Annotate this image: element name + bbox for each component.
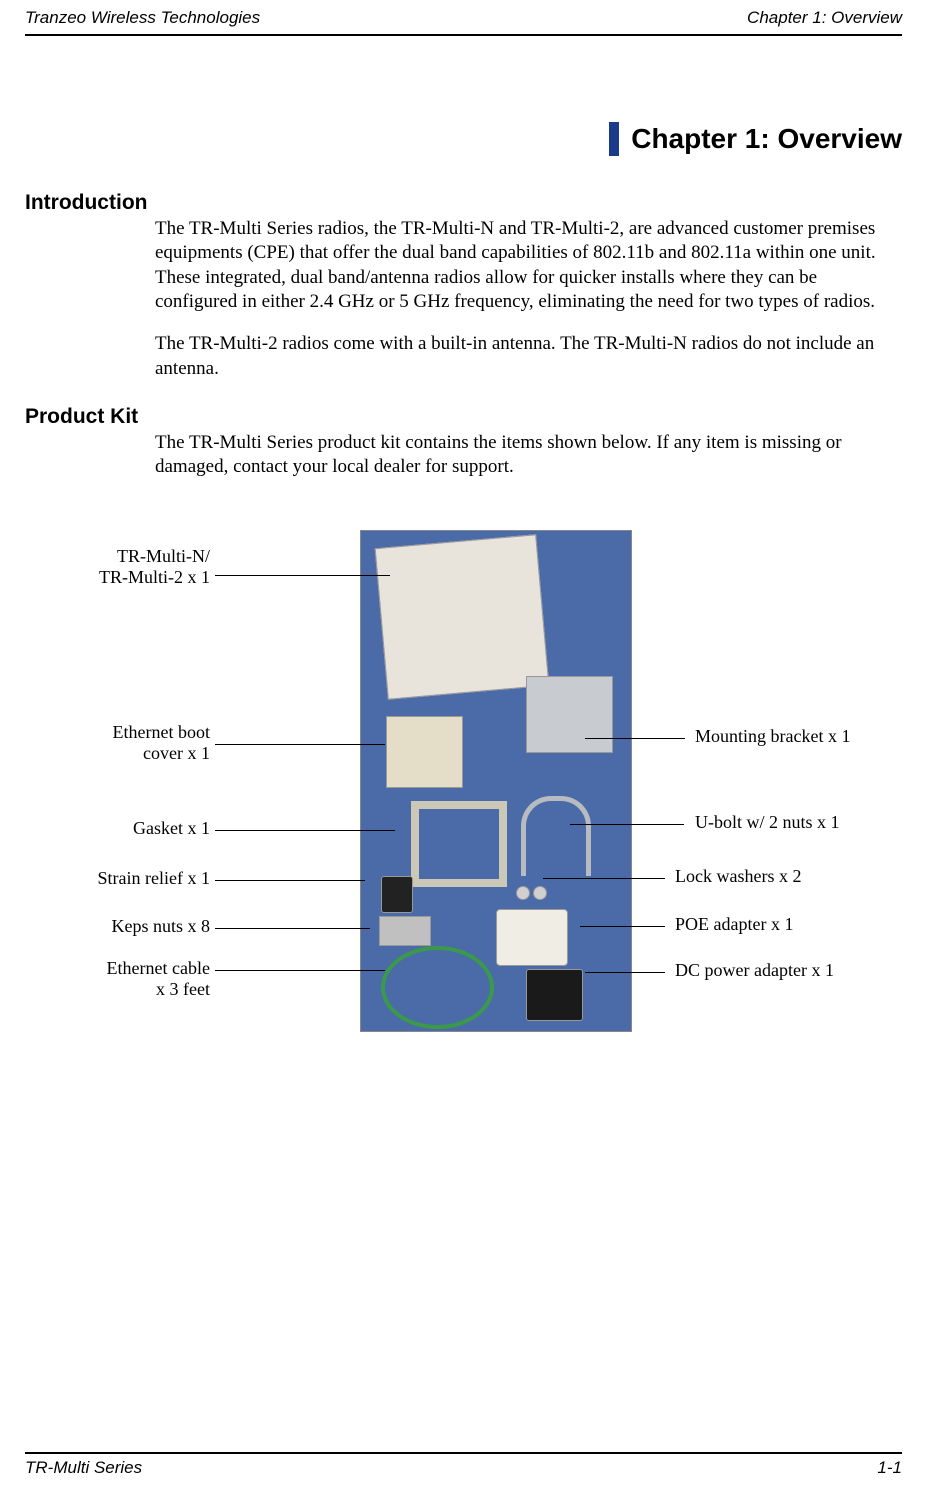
label-eth-boot: Ethernet boot cover x 1 [80, 722, 210, 765]
label-line [585, 972, 665, 974]
intro-para1: The TR-Multi Series radios, the TR-Multi… [155, 217, 892, 314]
header-left: Tranzeo Wireless Technologies [25, 8, 260, 28]
photo-item-gasket [411, 801, 507, 887]
label-eth-boot-line1: Ethernet boot [113, 722, 210, 742]
label-poe: POE adapter x 1 [675, 914, 793, 936]
label-line [215, 575, 390, 577]
kit-para1: The TR-Multi Series product kit contains… [155, 431, 892, 480]
footer-left: TR-Multi Series [25, 1458, 142, 1478]
photo-item-poe [496, 909, 568, 966]
chapter-title-container: Chapter 1: Overview [25, 122, 902, 161]
label-radio: TR-Multi-N/ TR-Multi-2 x 1 [80, 546, 210, 589]
label-line [543, 878, 665, 880]
label-line [580, 926, 665, 928]
photo-item-keps [379, 916, 431, 946]
label-line [215, 880, 365, 882]
label-line [585, 738, 685, 740]
label-eth-cable-line2: x 3 feet [156, 979, 210, 999]
label-dc: DC power adapter x 1 [675, 960, 834, 982]
photo-item-dc [526, 969, 583, 1021]
label-radio-line1: TR-Multi-N/ [117, 546, 210, 566]
label-ubolt: U-bolt w/ 2 nuts x 1 [695, 812, 840, 834]
label-eth-cable: Ethernet cable x 3 feet [70, 958, 210, 1001]
product-photo [360, 530, 632, 1032]
section-heading-introduction: Introduction [25, 191, 902, 215]
footer-right: 1-1 [877, 1458, 902, 1478]
label-line [215, 928, 370, 930]
label-strain: Strain relief x 1 [57, 868, 210, 890]
label-mount: Mounting bracket x 1 [695, 726, 850, 748]
label-lock: Lock washers x 2 [675, 866, 801, 888]
photo-item-ubolt [521, 796, 591, 876]
label-line [215, 830, 395, 832]
photo-item-radio [375, 534, 550, 700]
label-keps: Keps nuts x 8 [65, 916, 210, 938]
label-eth-boot-line2: cover x 1 [143, 743, 210, 763]
intro-para2: The TR-Multi-2 radios come with a built-… [155, 332, 892, 381]
page-header: Tranzeo Wireless Technologies Chapter 1:… [25, 0, 902, 36]
label-gasket: Gasket x 1 [80, 818, 210, 840]
label-line [215, 744, 385, 746]
photo-item-washers [516, 886, 530, 900]
label-line [215, 970, 385, 972]
photo-item-mount [526, 676, 613, 753]
photo-item-washers2 [533, 886, 547, 900]
section-heading-product-kit: Product Kit [25, 405, 902, 429]
chapter-title: Chapter 1: Overview [609, 122, 902, 156]
chapter-bar-icon [609, 122, 619, 156]
label-radio-line2: TR-Multi-2 x 1 [99, 567, 210, 587]
photo-item-cable [381, 946, 494, 1029]
page-footer: TR-Multi Series 1-1 [25, 1452, 902, 1478]
photo-item-strain [381, 876, 413, 913]
header-right: Chapter 1: Overview [747, 8, 902, 28]
label-eth-cable-line1: Ethernet cable [107, 958, 210, 978]
photo-item-boot [386, 716, 463, 788]
chapter-title-text: Chapter 1: Overview [631, 123, 902, 155]
product-kit-illustration: TR-Multi-N/ TR-Multi-2 x 1 Ethernet boot… [25, 530, 902, 1070]
label-line [570, 824, 684, 826]
